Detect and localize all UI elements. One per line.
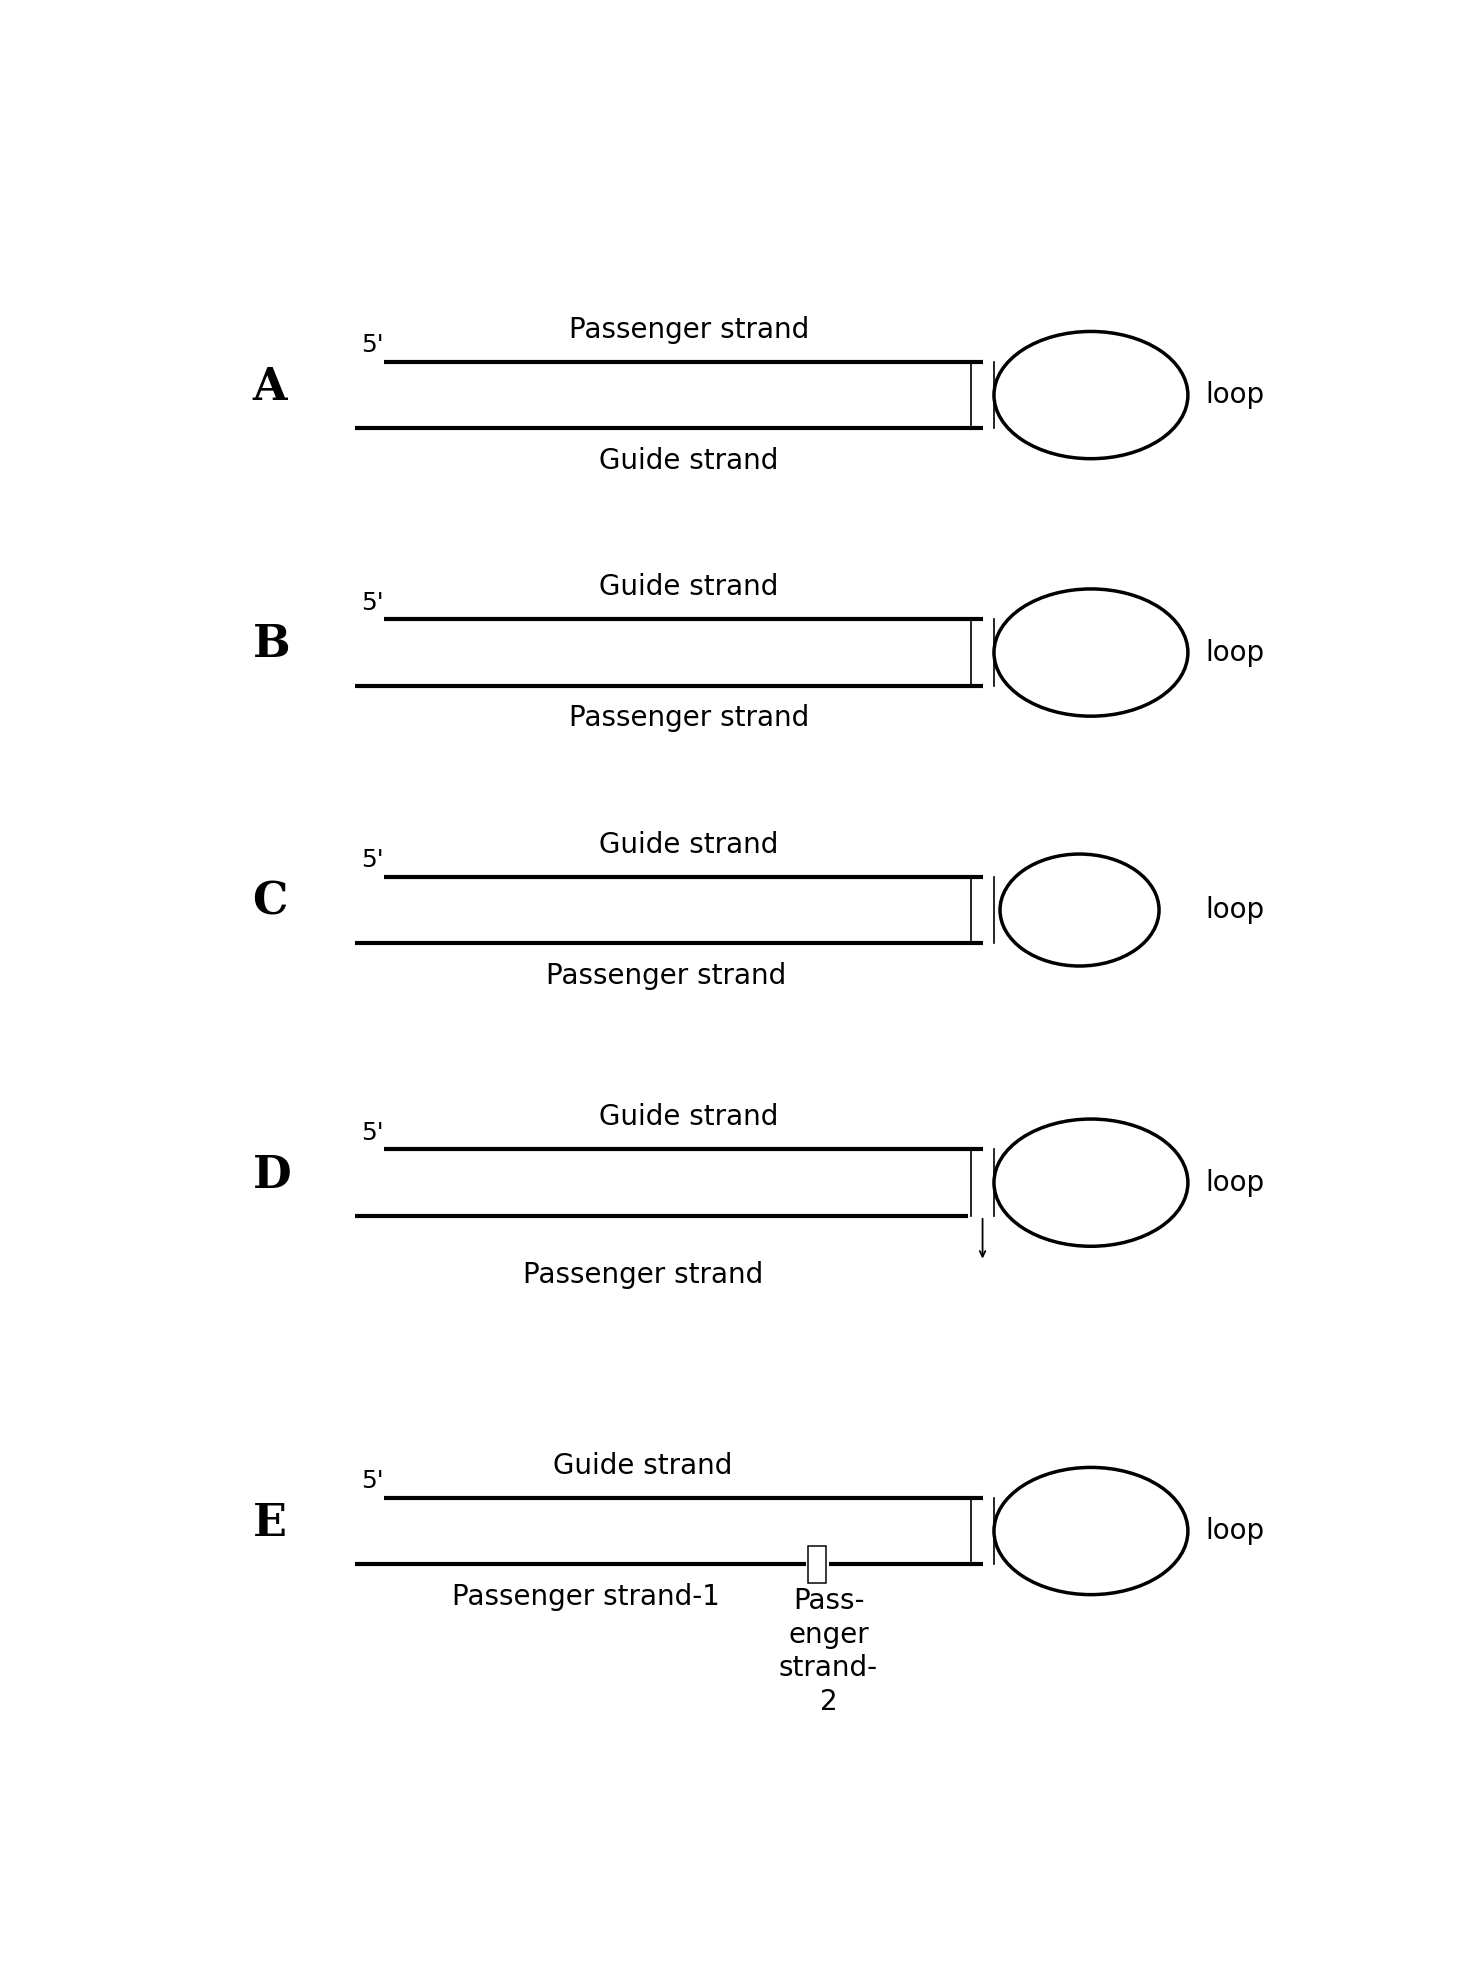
Text: Passenger strand: Passenger strand: [523, 1261, 764, 1290]
Text: Passenger strand-1: Passenger strand-1: [452, 1583, 720, 1611]
Text: loop: loop: [1206, 639, 1264, 667]
Text: Guide strand: Guide strand: [599, 572, 779, 602]
Text: D: D: [253, 1153, 291, 1196]
Text: 5': 5': [361, 1469, 384, 1493]
Text: A: A: [253, 366, 287, 409]
Text: C: C: [253, 881, 289, 924]
Text: 5': 5': [361, 1121, 384, 1145]
Text: Passenger strand: Passenger strand: [568, 704, 810, 732]
Text: loop: loop: [1206, 1517, 1264, 1544]
Text: Pass-
enger
strand-
2: Pass- enger strand- 2: [779, 1587, 879, 1715]
Text: 5': 5': [361, 332, 384, 358]
Text: Passenger strand: Passenger strand: [568, 315, 810, 344]
Text: 5': 5': [361, 848, 384, 871]
Text: Guide strand: Guide strand: [599, 447, 779, 474]
Text: Guide strand: Guide strand: [553, 1452, 733, 1479]
Text: loop: loop: [1206, 897, 1264, 924]
Text: Guide strand: Guide strand: [599, 830, 779, 858]
Bar: [808, 1546, 826, 1583]
Text: loop: loop: [1206, 382, 1264, 409]
Text: loop: loop: [1206, 1168, 1264, 1196]
Text: Guide strand: Guide strand: [599, 1103, 779, 1131]
Text: B: B: [253, 624, 290, 667]
Text: 5': 5': [361, 590, 384, 616]
Text: Passenger strand: Passenger strand: [546, 962, 786, 989]
Text: E: E: [253, 1503, 287, 1544]
